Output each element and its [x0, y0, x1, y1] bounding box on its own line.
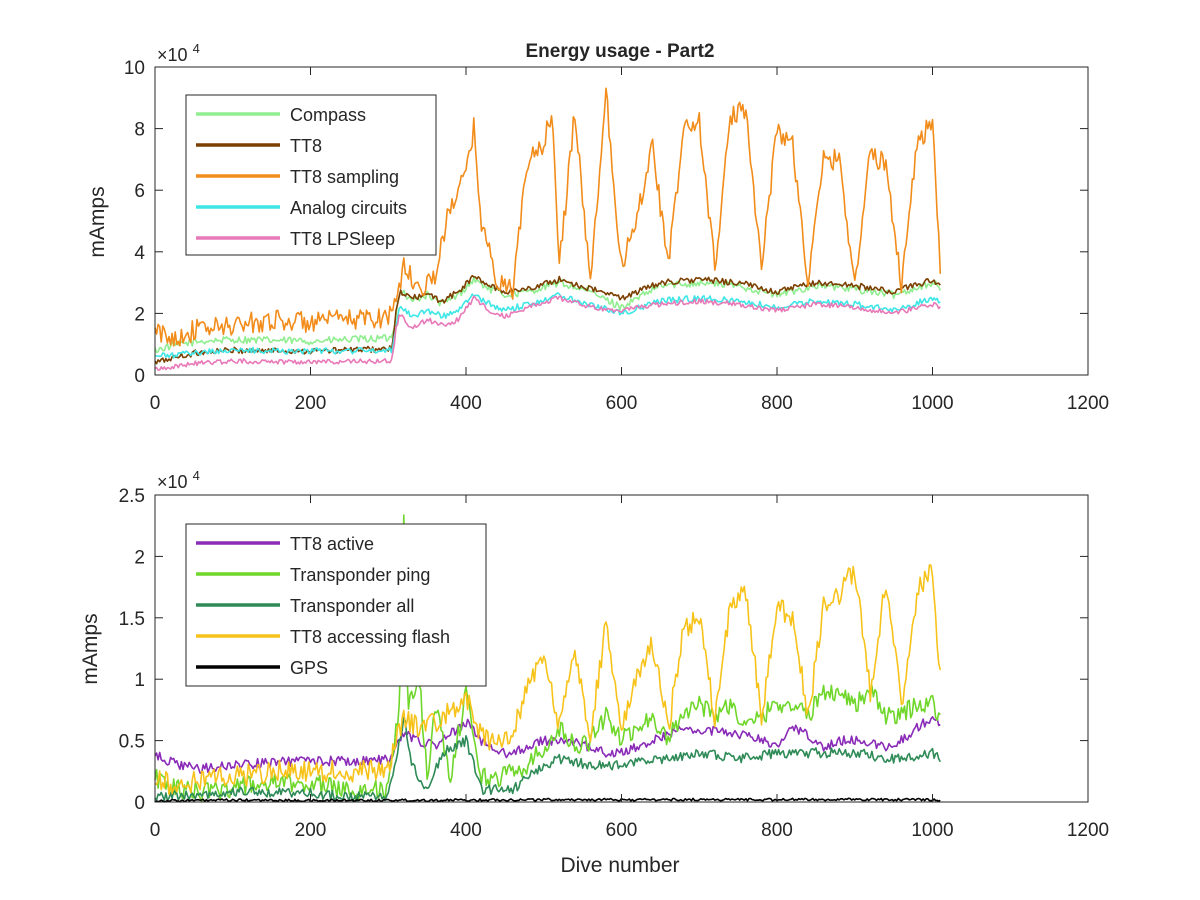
series-line	[154, 514, 941, 803]
y-exponent-power-top: 4	[193, 41, 200, 56]
series-line	[154, 292, 941, 359]
y-tick-label: 0.5	[119, 732, 145, 753]
series-line	[154, 295, 941, 371]
y-tick-label: 1	[134, 670, 145, 691]
y-axis-label-bottom: mAmps	[79, 613, 102, 684]
plot-area-bottom: 0 200 400 600 800 1000 1200 0 0.5 1 1.5 2 2.5 TT8 act…	[119, 486, 1110, 841]
series-line	[154, 87, 942, 347]
y-exponent-base-bottom: ×10	[157, 472, 188, 492]
series-line	[154, 716, 942, 803]
chart-top: Energy usage - Part2 0 200 400 600 800 1000 12…	[86, 41, 1109, 414]
legend-label: TT8 sampling	[290, 167, 399, 187]
chart-bottom: 0 200 400 600 800 1000 1200 0 0.5 1 1.5 2 2.5 TT8 act…	[79, 468, 1109, 877]
y-exponent-power-bottom: 4	[193, 468, 200, 483]
x-tick-label: 400	[450, 820, 482, 841]
x-tick-label: 200	[295, 393, 327, 414]
x-tick-label: 800	[761, 393, 793, 414]
series-line	[154, 274, 941, 365]
y-tick-label: 2.5	[119, 486, 145, 507]
legend-label: GPS	[290, 658, 328, 678]
y-tick-label: 6	[134, 181, 145, 202]
x-tick-label: 1200	[1067, 820, 1109, 841]
y-tick-label: 0	[134, 793, 145, 814]
legend-label: TT8 LPSleep	[290, 229, 395, 249]
y-axis-label-top: mAmps	[86, 186, 109, 257]
y-tick-label: 2	[134, 304, 145, 325]
x-tick-label: 200	[295, 820, 327, 841]
series-line	[154, 797, 941, 803]
legend-label: Compass	[290, 105, 366, 125]
series-line	[154, 564, 942, 796]
x-tick-label: 1000	[911, 820, 953, 841]
y-exponent-bottom: ×10 4	[157, 468, 200, 492]
legend-label: TT8	[290, 136, 322, 156]
x-tick-label: 600	[606, 393, 638, 414]
y-exponent-top: ×10 4	[157, 41, 200, 65]
y-tick-label: 10	[124, 58, 145, 79]
legend-label: TT8 accessing flash	[290, 627, 450, 647]
x-tick-label: 1200	[1067, 393, 1109, 414]
x-tick-label: 0	[150, 820, 161, 841]
x-tick-label: 800	[761, 820, 793, 841]
x-axis-label: Dive number	[560, 854, 679, 877]
x-tick-label: 1000	[911, 393, 953, 414]
y-tick-label: 0	[134, 366, 145, 387]
y-tick-label: 8	[134, 120, 145, 141]
series-line	[154, 715, 941, 774]
plot-area-top: 0 200 400 600 800 1000 1200 0 2 4 6 8 10 Compass TT8 TT…	[124, 58, 1109, 414]
y-tick-label: 2	[134, 547, 145, 568]
legend-label: Analog circuits	[290, 198, 407, 218]
chart-title: Energy usage - Part2	[525, 41, 714, 62]
x-tick-label: 600	[606, 820, 638, 841]
y-tick-label: 4	[134, 243, 145, 264]
x-tick-label: 400	[450, 393, 482, 414]
series-line	[154, 275, 942, 354]
y-exponent-base-top: ×10	[157, 45, 188, 65]
x-tick-label: 0	[150, 393, 161, 414]
legend-label: Transponder all	[290, 596, 414, 616]
legend-label: Transponder ping	[290, 565, 430, 585]
y-tick-label: 1.5	[119, 609, 145, 630]
legend-label: TT8 active	[290, 534, 374, 554]
